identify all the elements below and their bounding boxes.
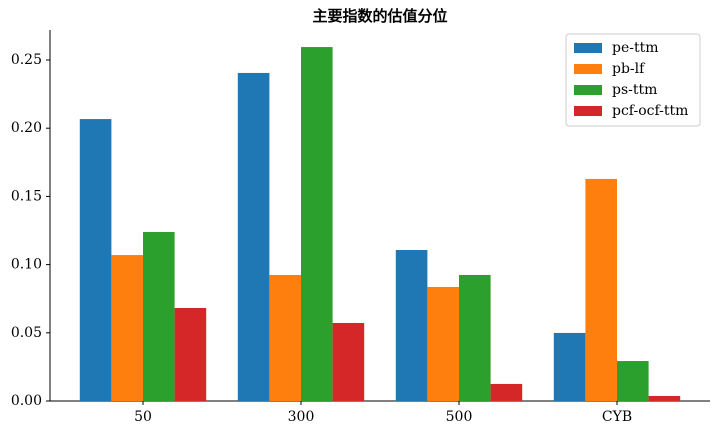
- legend-label: ps-ttm: [612, 82, 657, 98]
- legend-swatch: [574, 64, 602, 74]
- y-tick-label: 0.00: [11, 393, 42, 409]
- bar: [332, 322, 365, 401]
- bar: [174, 307, 207, 401]
- bar: [301, 47, 333, 402]
- bar: [585, 178, 617, 401]
- legend-label: pe-ttm: [612, 40, 659, 56]
- bar: [237, 72, 270, 401]
- legend-box: [565, 33, 701, 127]
- x-tick-label: 500: [446, 409, 473, 425]
- y-tick-label: 0.15: [11, 188, 42, 204]
- y-tick-label: 0.25: [11, 52, 42, 68]
- bar: [617, 361, 649, 401]
- x-tick-label: 50: [134, 409, 152, 425]
- bar: [79, 119, 112, 402]
- legend-swatch: [574, 85, 602, 95]
- legend-swatch: [574, 43, 602, 53]
- legend-label: pb-lf: [612, 61, 646, 77]
- legend-label: pcf-ocf-ttm: [612, 103, 688, 119]
- x-tick-label: 300: [288, 409, 315, 425]
- y-tick-label: 0.05: [11, 325, 42, 341]
- bar: [395, 250, 428, 401]
- bar: [490, 383, 523, 401]
- bar: [143, 232, 175, 401]
- chart-title: 主要指数的估值分位: [312, 7, 447, 25]
- bar: [553, 332, 586, 401]
- bar: [269, 274, 301, 401]
- legend-swatch: [574, 106, 602, 116]
- x-tick-label: CYB: [602, 409, 632, 425]
- bar: [427, 286, 459, 401]
- bar: [111, 255, 143, 401]
- y-tick-label: 0.10: [11, 257, 42, 273]
- y-tick-label: 0.20: [11, 120, 42, 136]
- bar: [648, 395, 681, 401]
- bar: [459, 274, 491, 401]
